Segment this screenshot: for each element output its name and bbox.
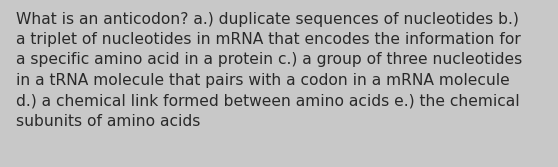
Text: What is an anticodon? a.) duplicate sequences of nucleotides b.)
a triplet of nu: What is an anticodon? a.) duplicate sequ… — [16, 12, 522, 129]
